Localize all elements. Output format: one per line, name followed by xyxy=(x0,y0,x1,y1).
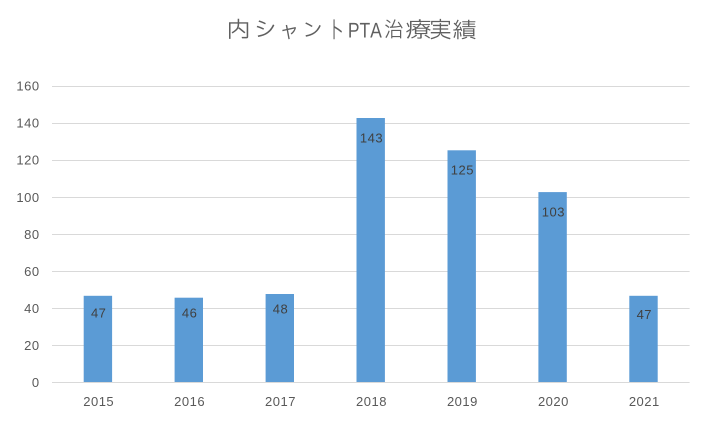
svg-text:140: 140 xyxy=(16,116,39,131)
svg-text:100: 100 xyxy=(16,190,39,205)
svg-text:120: 120 xyxy=(16,153,39,168)
svg-text:47: 47 xyxy=(637,307,652,322)
svg-text:0: 0 xyxy=(32,375,40,390)
svg-text:46: 46 xyxy=(182,305,197,320)
svg-text:48: 48 xyxy=(273,302,288,317)
svg-text:20: 20 xyxy=(24,338,39,353)
svg-text:2017: 2017 xyxy=(265,394,296,409)
svg-text:143: 143 xyxy=(360,130,383,145)
svg-text:160: 160 xyxy=(16,79,39,94)
svg-text:2019: 2019 xyxy=(447,394,478,409)
svg-text:60: 60 xyxy=(24,264,39,279)
svg-text:40: 40 xyxy=(24,301,39,316)
svg-text:80: 80 xyxy=(24,227,39,242)
svg-text:47: 47 xyxy=(91,306,106,321)
svg-text:2016: 2016 xyxy=(174,394,205,409)
svg-text:2018: 2018 xyxy=(356,394,387,409)
svg-text:103: 103 xyxy=(542,204,565,219)
svg-text:2021: 2021 xyxy=(629,394,660,409)
svg-text:2020: 2020 xyxy=(538,394,569,409)
svg-text:125: 125 xyxy=(451,163,474,178)
svg-text:2015: 2015 xyxy=(83,394,114,409)
